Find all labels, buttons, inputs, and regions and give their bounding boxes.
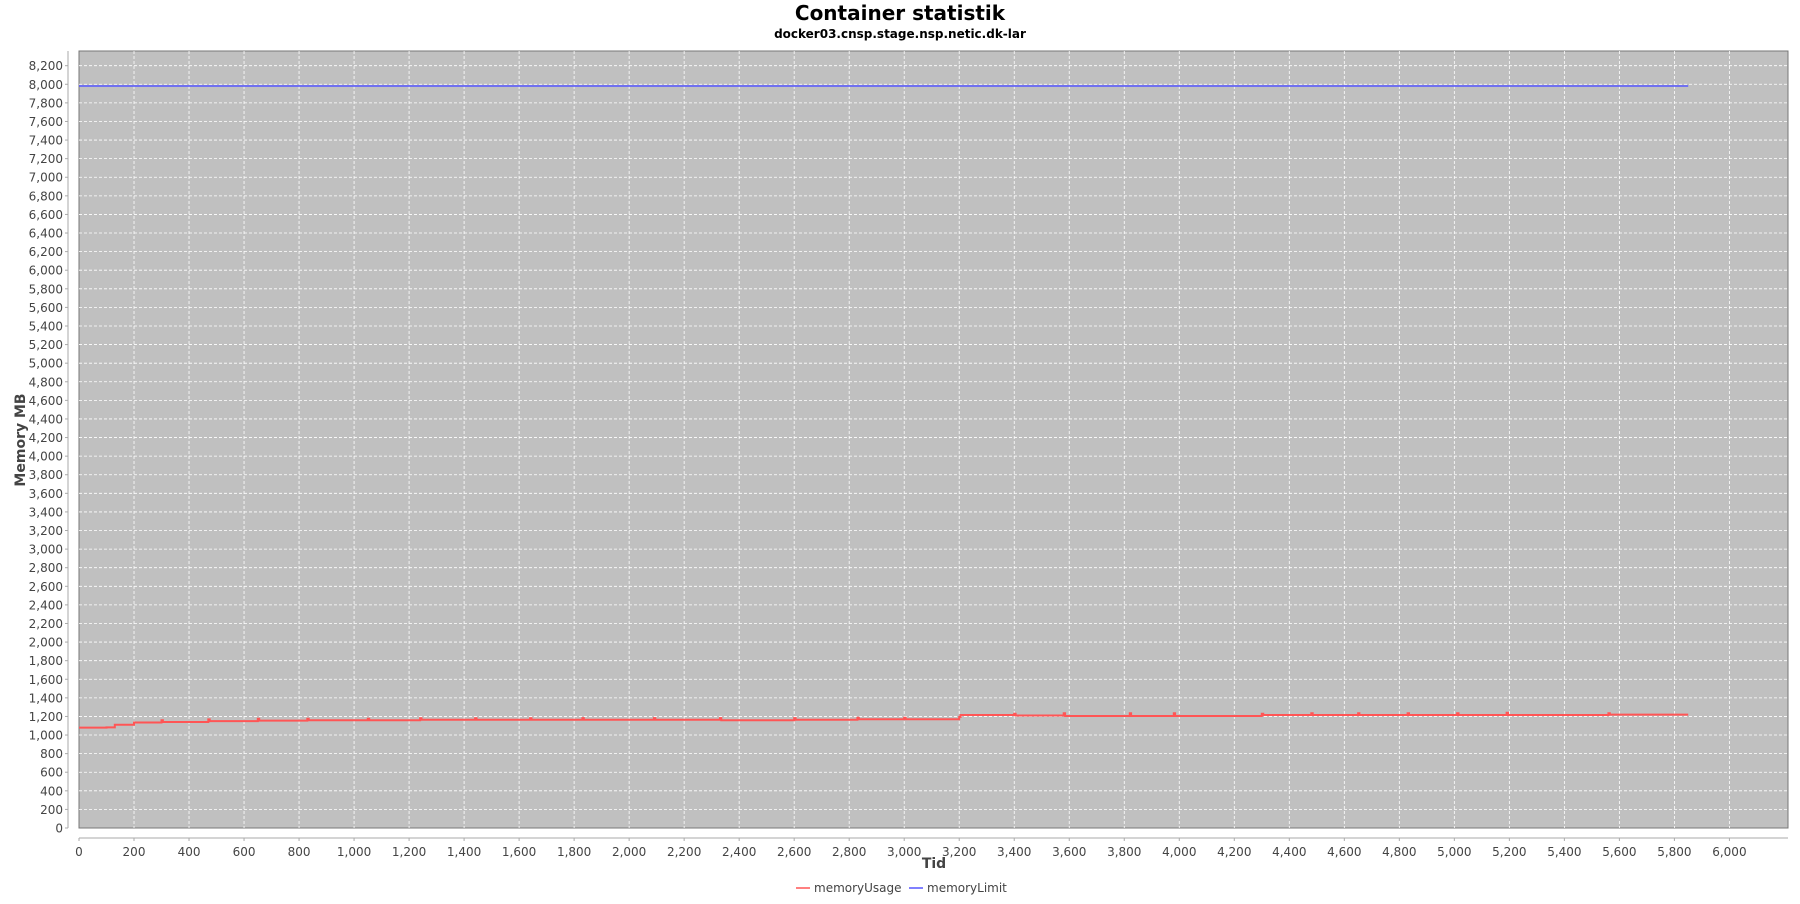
x-tick-label: 4,800 <box>1382 845 1416 859</box>
y-tick-label: 6,200 <box>29 245 63 259</box>
x-tick-label: 3,200 <box>942 845 976 859</box>
y-tick-label: 7,400 <box>29 134 63 148</box>
y-tick-label: 3,600 <box>29 487 63 501</box>
x-tick-label: 5,800 <box>1657 845 1691 859</box>
x-tick-label: 3,800 <box>1107 845 1141 859</box>
x-tick-label: 3,000 <box>887 845 921 859</box>
y-axis: 0 200 400 600 800 1,000 1,200 1,400 1,600 1,800 2,… <box>29 51 69 836</box>
x-tick-label: 5,400 <box>1547 845 1581 859</box>
x-tick-label: 5,600 <box>1602 845 1636 859</box>
x-tick-label: 1,400 <box>447 845 481 859</box>
legend: memoryUsage memoryLimit <box>796 881 1007 895</box>
x-tick-label: 1,600 <box>502 845 536 859</box>
y-tick-label: 2,000 <box>29 636 63 650</box>
y-tick-label: 5,400 <box>29 319 63 333</box>
series-line-memoryUsage <box>79 711 1689 729</box>
y-tick-label: 4,200 <box>29 431 63 445</box>
y-tick-label: 6,600 <box>29 208 63 222</box>
y-tick-label: 4,800 <box>29 375 63 389</box>
x-tick-label: 6,000 <box>1712 845 1746 859</box>
y-tick-label: 800 <box>40 747 63 761</box>
y-tick-label: 1,200 <box>29 710 63 724</box>
x-tick-label: 400 <box>178 845 201 859</box>
y-axis-label: Memory MB <box>13 393 29 486</box>
y-tick-label: 600 <box>40 766 63 780</box>
x-tick-label: 3,600 <box>1052 845 1086 859</box>
x-tick-label: 5,000 <box>1437 845 1471 859</box>
x-tick-label: 2,200 <box>667 845 701 859</box>
x-tick-label: 600 <box>233 845 256 859</box>
y-tick-label: 5,000 <box>29 357 63 371</box>
x-tick-label: 4,400 <box>1272 845 1306 859</box>
y-tick-label: 2,600 <box>29 580 63 594</box>
x-tick-label: 4,200 <box>1217 845 1251 859</box>
y-tick-label: 6,400 <box>29 227 63 241</box>
grid <box>79 51 1788 828</box>
y-tick-label: 200 <box>40 803 63 817</box>
y-tick-label: 6,800 <box>29 189 63 203</box>
y-tick-label: 0 <box>55 822 63 836</box>
x-tick-label: 5,200 <box>1492 845 1526 859</box>
y-tick-label: 3,200 <box>29 524 63 538</box>
y-tick-label: 2,400 <box>29 598 63 612</box>
chart-subtitle: docker03.cnsp.stage.nsp.netic.dk-lar <box>774 27 1026 41</box>
y-tick-label: 1,600 <box>29 673 63 687</box>
y-tick-label: 7,600 <box>29 115 63 129</box>
y-tick-label: 2,800 <box>29 561 63 575</box>
x-tick-label: 1,800 <box>557 845 591 859</box>
y-tick-label: 3,800 <box>29 468 63 482</box>
x-tick-label: 4,600 <box>1327 845 1361 859</box>
y-tick-label: 3,000 <box>29 543 63 557</box>
y-tick-label: 7,800 <box>29 96 63 110</box>
x-tick-label: 800 <box>288 845 311 859</box>
y-tick-label: 4,000 <box>29 450 63 464</box>
y-tick-label: 7,000 <box>29 171 63 185</box>
y-tick-label: 1,000 <box>29 729 63 743</box>
y-tick-label: 8,200 <box>29 59 63 73</box>
x-tick-label: 2,600 <box>777 845 811 859</box>
series-group <box>79 85 1689 729</box>
y-tick-label: 1,800 <box>29 654 63 668</box>
legend-label-memoryUsage: memoryUsage <box>814 881 902 895</box>
y-tick-label: 4,400 <box>29 412 63 426</box>
y-tick-label: 5,800 <box>29 282 63 296</box>
y-tick-label: 6,000 <box>29 264 63 278</box>
y-tick-label: 4,600 <box>29 394 63 408</box>
x-axis: 0 200 400 600 800 1,000 1,200 1,400 1,600 1,800 2,… <box>75 837 1788 859</box>
y-tick-label: 5,600 <box>29 301 63 315</box>
y-tick-label: 8,000 <box>29 78 63 92</box>
y-tick-label: 400 <box>40 784 63 798</box>
x-tick-label: 1,200 <box>392 845 426 859</box>
x-tick-label: 3,400 <box>997 845 1031 859</box>
y-tick-label: 3,400 <box>29 505 63 519</box>
plot-area <box>78 50 1789 829</box>
x-tick-label: 200 <box>123 845 146 859</box>
x-tick-label: 2,000 <box>612 845 646 859</box>
x-axis-label: Tid <box>922 856 946 872</box>
x-tick-label: 1,000 <box>337 845 371 859</box>
y-tick-label: 1,400 <box>29 691 63 705</box>
y-tick-label: 7,200 <box>29 152 63 166</box>
x-tick-label: 2,400 <box>722 845 756 859</box>
y-tick-label: 2,200 <box>29 617 63 631</box>
chart-title: Container statistik <box>795 1 1006 25</box>
y-tick-label: 5,200 <box>29 338 63 352</box>
x-tick-label: 2,800 <box>832 845 866 859</box>
x-tick-label: 4,000 <box>1162 845 1196 859</box>
legend-label-memoryLimit: memoryLimit <box>927 881 1007 895</box>
x-tick-label: 0 <box>75 845 83 859</box>
